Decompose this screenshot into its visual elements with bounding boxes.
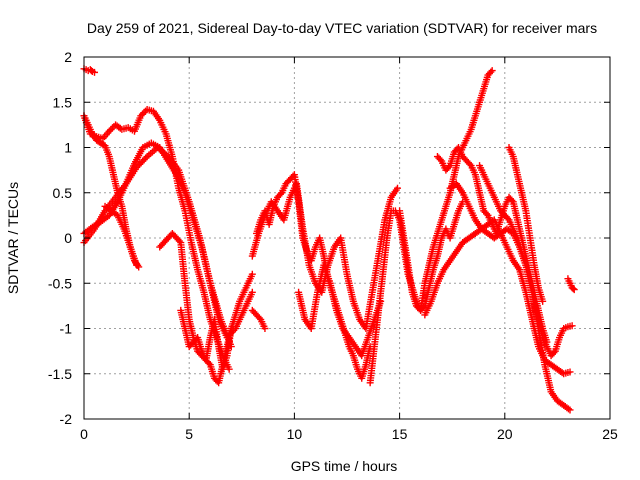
data-point	[133, 261, 141, 269]
data-point	[568, 322, 576, 330]
x-tick-label: 10	[287, 426, 303, 442]
data-point	[466, 160, 474, 168]
data-point	[138, 110, 146, 118]
data-point	[137, 112, 145, 120]
data-point	[566, 406, 574, 414]
y-tick-label: -1	[60, 321, 73, 337]
axis-ticks: 0 5 10 15 20 25 -2 -1.5 -1 -0.5 0 0.5 1 1.5 2	[48, 49, 618, 442]
y-tick-label: -1.5	[48, 366, 72, 382]
data-point	[566, 368, 574, 376]
data-point	[255, 314, 263, 322]
x-tick-label: 20	[497, 426, 513, 442]
data-point	[248, 270, 256, 278]
data-point	[508, 196, 516, 204]
chart-title: Day 259 of 2021, Sidereal Day-to-day VTE…	[87, 20, 597, 36]
x-axis-label: GPS time / hours	[291, 458, 398, 474]
data-point	[261, 325, 269, 332]
y-tick-label: 0.5	[53, 185, 73, 201]
data-point	[248, 288, 256, 296]
data-point	[504, 214, 512, 222]
data-point	[570, 286, 578, 294]
y-tick-label: 1.5	[53, 94, 73, 110]
data-point	[483, 210, 491, 218]
data-point	[488, 67, 496, 75]
y-tick-label: 0	[64, 230, 72, 246]
y-tick-label: -2	[60, 411, 73, 427]
x-tick-label: 15	[392, 426, 408, 442]
x-tick-label: 0	[80, 426, 88, 442]
data-point	[142, 154, 150, 162]
data-point	[107, 126, 115, 134]
data-point	[225, 365, 233, 373]
data-point	[564, 405, 572, 413]
data-point	[445, 163, 453, 171]
y-tick-label: 2	[64, 49, 72, 65]
data-point	[108, 124, 116, 132]
x-tick-label: 25	[602, 426, 618, 442]
data-point	[539, 297, 547, 305]
data-point	[91, 68, 99, 76]
data-points	[80, 65, 578, 414]
y-tick-label: 1	[64, 140, 72, 156]
data-point	[487, 68, 495, 76]
data-point	[436, 156, 444, 164]
y-tick-label: -0.5	[48, 275, 72, 291]
data-point	[140, 109, 148, 117]
data-point	[393, 184, 401, 192]
data-point	[105, 127, 113, 135]
y-axis-label: SDTVAR / TECUs	[5, 182, 21, 294]
x-tick-label: 5	[185, 426, 193, 442]
data-point	[550, 349, 558, 357]
data-point	[276, 190, 284, 198]
data-point	[175, 237, 183, 245]
data-point	[569, 285, 577, 293]
